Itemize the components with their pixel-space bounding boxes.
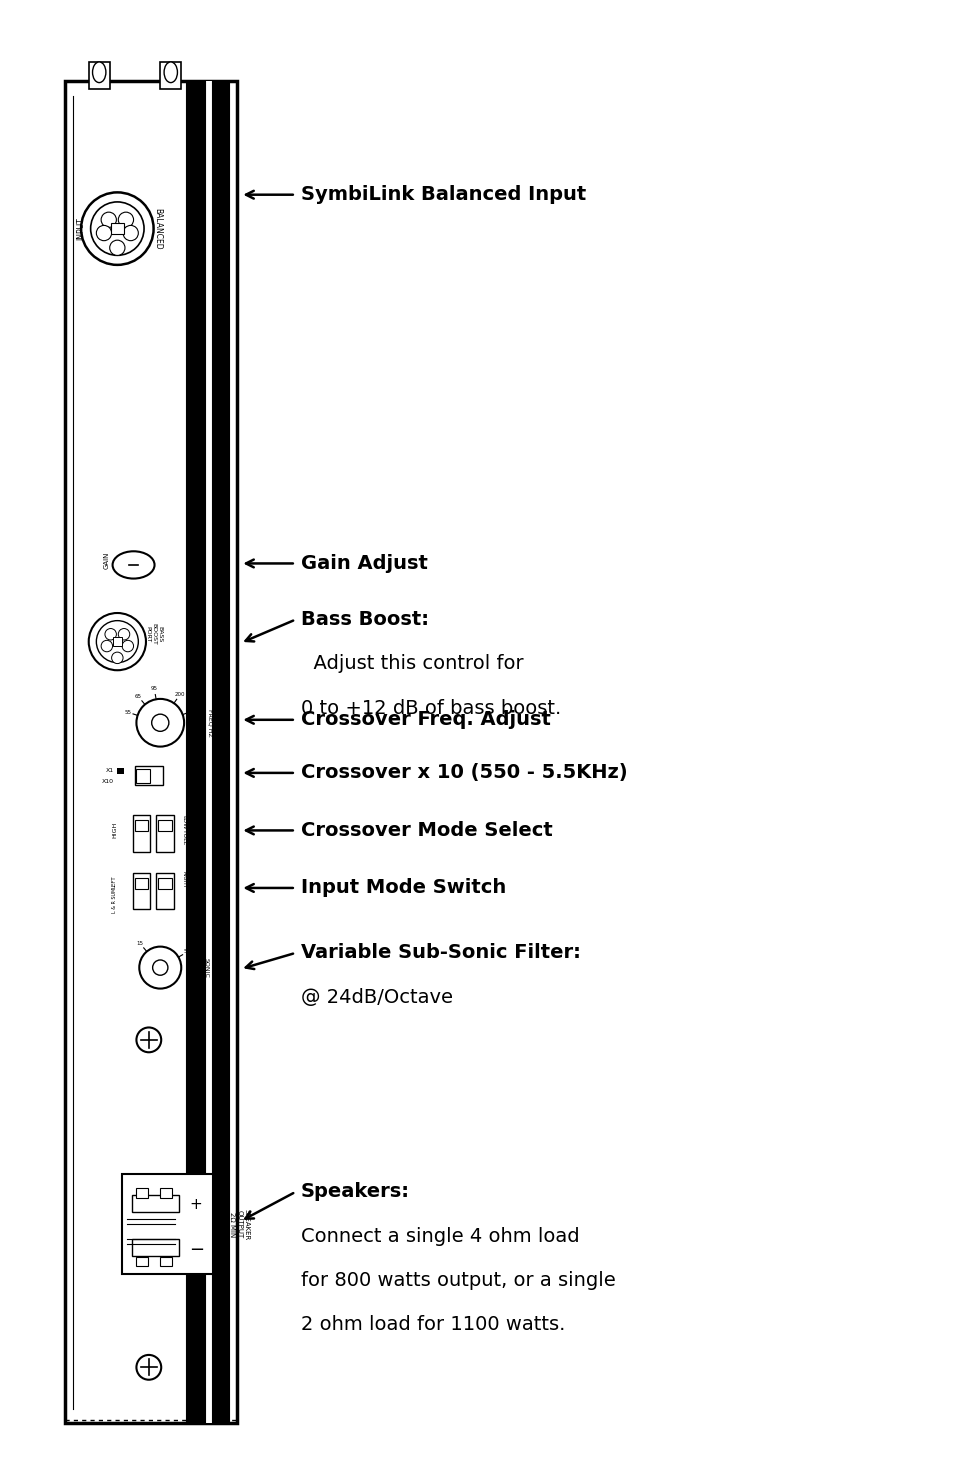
Ellipse shape bbox=[91, 202, 144, 255]
Bar bbox=[156, 816, 173, 851]
Bar bbox=[158, 878, 172, 889]
Ellipse shape bbox=[96, 621, 138, 662]
Ellipse shape bbox=[122, 640, 133, 652]
Text: BALANCED: BALANCED bbox=[152, 208, 162, 249]
Ellipse shape bbox=[101, 640, 112, 652]
Text: Crossover Freq. Adjust: Crossover Freq. Adjust bbox=[300, 711, 550, 729]
Text: SPEAKER
OUTPUT
2Ω MIN: SPEAKER OUTPUT 2Ω MIN bbox=[229, 1208, 250, 1240]
Bar bbox=[134, 767, 163, 785]
Bar bbox=[186, 81, 205, 1423]
Bar bbox=[158, 820, 172, 832]
Ellipse shape bbox=[139, 947, 181, 988]
Text: @ 24dB/Octave: @ 24dB/Octave bbox=[300, 988, 452, 1006]
Ellipse shape bbox=[112, 552, 154, 578]
Text: Adjust this control for: Adjust this control for bbox=[300, 655, 522, 673]
Text: BASS
BOOST
PORT: BASS BOOST PORT bbox=[145, 624, 162, 645]
Text: SUB
SONIC
ADJ. Hz: SUB SONIC ADJ. Hz bbox=[197, 956, 214, 979]
Bar bbox=[112, 637, 122, 646]
Ellipse shape bbox=[136, 1356, 161, 1379]
Text: Speakers:: Speakers: bbox=[300, 1183, 409, 1201]
Circle shape bbox=[164, 62, 177, 83]
Text: 0 to +12 dB of bass boost.: 0 to +12 dB of bass boost. bbox=[300, 699, 560, 717]
Text: X10: X10 bbox=[101, 779, 113, 785]
Bar bbox=[205, 81, 212, 1423]
Bar bbox=[117, 768, 124, 774]
Text: 200: 200 bbox=[174, 692, 185, 698]
Text: 15: 15 bbox=[136, 941, 143, 945]
Ellipse shape bbox=[136, 1028, 161, 1052]
Bar bbox=[160, 1187, 172, 1198]
Text: HIGH: HIGH bbox=[112, 822, 117, 838]
Ellipse shape bbox=[152, 960, 168, 975]
Bar bbox=[134, 878, 148, 889]
Text: GAIN: GAIN bbox=[104, 552, 110, 569]
Text: Input Mode Switch: Input Mode Switch bbox=[300, 879, 505, 897]
Text: Bass Boost:: Bass Boost: bbox=[300, 611, 428, 628]
Text: 95: 95 bbox=[151, 686, 157, 692]
Bar bbox=[136, 1187, 148, 1198]
Text: 50: 50 bbox=[184, 950, 191, 954]
Ellipse shape bbox=[123, 226, 138, 240]
Ellipse shape bbox=[112, 652, 123, 664]
Ellipse shape bbox=[136, 699, 184, 746]
Text: LOW: LOW bbox=[181, 814, 187, 829]
Text: −: − bbox=[189, 1240, 204, 1260]
Text: for 800 watts output, or a single: for 800 watts output, or a single bbox=[300, 1271, 615, 1289]
Text: SymbiLink Balanced Input: SymbiLink Balanced Input bbox=[300, 186, 585, 204]
Text: RIGHT: RIGHT bbox=[181, 870, 187, 888]
Ellipse shape bbox=[89, 614, 146, 670]
Ellipse shape bbox=[101, 212, 116, 227]
Bar bbox=[212, 81, 229, 1423]
Text: Crossover x 10 (550 - 5.5KHz): Crossover x 10 (550 - 5.5KHz) bbox=[300, 764, 626, 782]
Text: 65: 65 bbox=[134, 693, 142, 699]
Ellipse shape bbox=[81, 192, 153, 266]
Text: Crossover Mode Select: Crossover Mode Select bbox=[300, 822, 552, 839]
Text: LEFT: LEFT bbox=[112, 875, 117, 888]
Bar bbox=[122, 1174, 213, 1274]
Circle shape bbox=[92, 62, 106, 83]
Bar bbox=[136, 768, 150, 783]
Ellipse shape bbox=[118, 628, 130, 640]
Ellipse shape bbox=[105, 628, 116, 640]
Ellipse shape bbox=[96, 226, 112, 240]
Bar bbox=[160, 1257, 172, 1266]
Text: X1: X1 bbox=[105, 767, 113, 773]
Ellipse shape bbox=[110, 240, 125, 255]
Bar bbox=[136, 1257, 148, 1266]
Text: FREQ HZ: FREQ HZ bbox=[207, 709, 213, 736]
Text: 550: 550 bbox=[187, 708, 197, 714]
Bar bbox=[132, 1195, 179, 1212]
Text: Gain Adjust: Gain Adjust bbox=[300, 555, 427, 572]
Text: INPUT: INPUT bbox=[76, 217, 86, 240]
Text: FULL: FULL bbox=[181, 829, 187, 845]
Bar bbox=[160, 62, 181, 88]
Bar bbox=[89, 62, 110, 88]
Text: 2 ohm load for 1100 watts.: 2 ohm load for 1100 watts. bbox=[300, 1316, 564, 1333]
Ellipse shape bbox=[118, 212, 133, 227]
Bar bbox=[134, 820, 148, 832]
Text: Variable Sub-Sonic Filter:: Variable Sub-Sonic Filter: bbox=[300, 944, 579, 962]
Bar bbox=[111, 223, 124, 235]
Bar bbox=[132, 816, 150, 851]
Bar bbox=[65, 81, 236, 1423]
Text: +: + bbox=[189, 1196, 201, 1212]
Text: L & R SUM: L & R SUM bbox=[112, 888, 117, 913]
Bar bbox=[156, 873, 173, 909]
Bar bbox=[132, 873, 150, 909]
Text: 55: 55 bbox=[124, 709, 131, 714]
Bar bbox=[132, 1239, 179, 1255]
Ellipse shape bbox=[152, 714, 169, 732]
Text: Connect a single 4 ohm load: Connect a single 4 ohm load bbox=[300, 1227, 578, 1245]
